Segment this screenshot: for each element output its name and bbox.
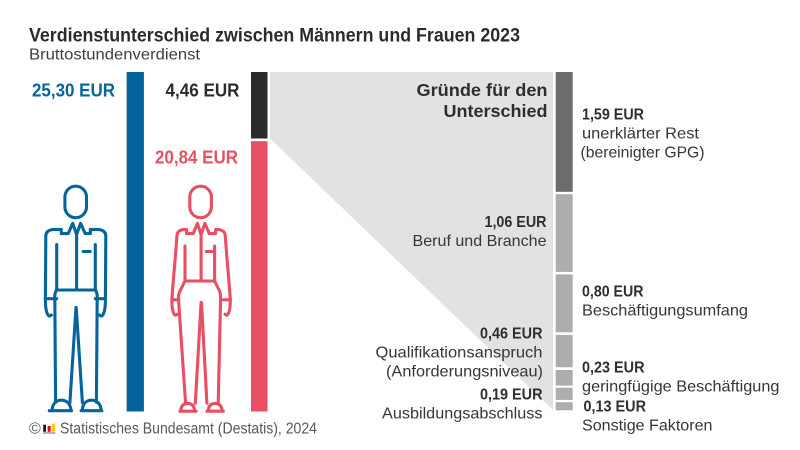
svg-text:Ausbildungsabschluss: Ausbildungsabschluss xyxy=(382,405,543,422)
svg-text:Sonstige Faktoren: Sonstige Faktoren xyxy=(582,418,713,435)
svg-text:Qualifikationsanspruch: Qualifikationsanspruch xyxy=(376,345,543,362)
svg-text:Statistisches Bundesamt (Desta: Statistisches Bundesamt (Destatis), 2024 xyxy=(60,420,317,437)
svg-text:0,23 EUR: 0,23 EUR xyxy=(582,360,645,377)
svg-text:Gründe für den: Gründe für den xyxy=(417,80,548,100)
svg-text:0,13 EUR: 0,13 EUR xyxy=(584,399,647,416)
svg-text:0,80 EUR: 0,80 EUR xyxy=(582,284,644,301)
svg-text:4,46 EUR: 4,46 EUR xyxy=(166,81,240,101)
svg-text:1,06 EUR: 1,06 EUR xyxy=(485,214,547,231)
svg-text:0,19 EUR: 0,19 EUR xyxy=(480,386,543,403)
svg-text:Beruf und Branche: Beruf und Branche xyxy=(413,233,547,250)
svg-text:25,30 EUR: 25,30 EUR xyxy=(32,81,115,101)
svg-text:1,59 EUR: 1,59 EUR xyxy=(582,106,644,123)
svg-text:Bruttostundenverdienst: Bruttostundenverdienst xyxy=(29,47,201,64)
svg-text:geringfügige Beschäftigung: geringfügige Beschäftigung xyxy=(582,379,780,396)
svg-text:(bereinigter GPG): (bereinigter GPG) xyxy=(581,144,705,161)
svg-text:Verdienstunterschied zwischen: Verdienstunterschied zwischen Männern un… xyxy=(29,25,520,47)
svg-text:20,84 EUR: 20,84 EUR xyxy=(155,148,238,168)
svg-text:©: © xyxy=(29,420,41,437)
svg-text:(Anforderungsniveau): (Anforderungsniveau) xyxy=(386,364,543,381)
svg-text:Unterschied: Unterschied xyxy=(444,101,548,121)
svg-text:unerklärter Rest: unerklärter Rest xyxy=(582,125,700,142)
svg-text:Beschäftigungsumfang: Beschäftigungsumfang xyxy=(582,303,748,320)
svg-text:0,46 EUR: 0,46 EUR xyxy=(480,326,543,343)
